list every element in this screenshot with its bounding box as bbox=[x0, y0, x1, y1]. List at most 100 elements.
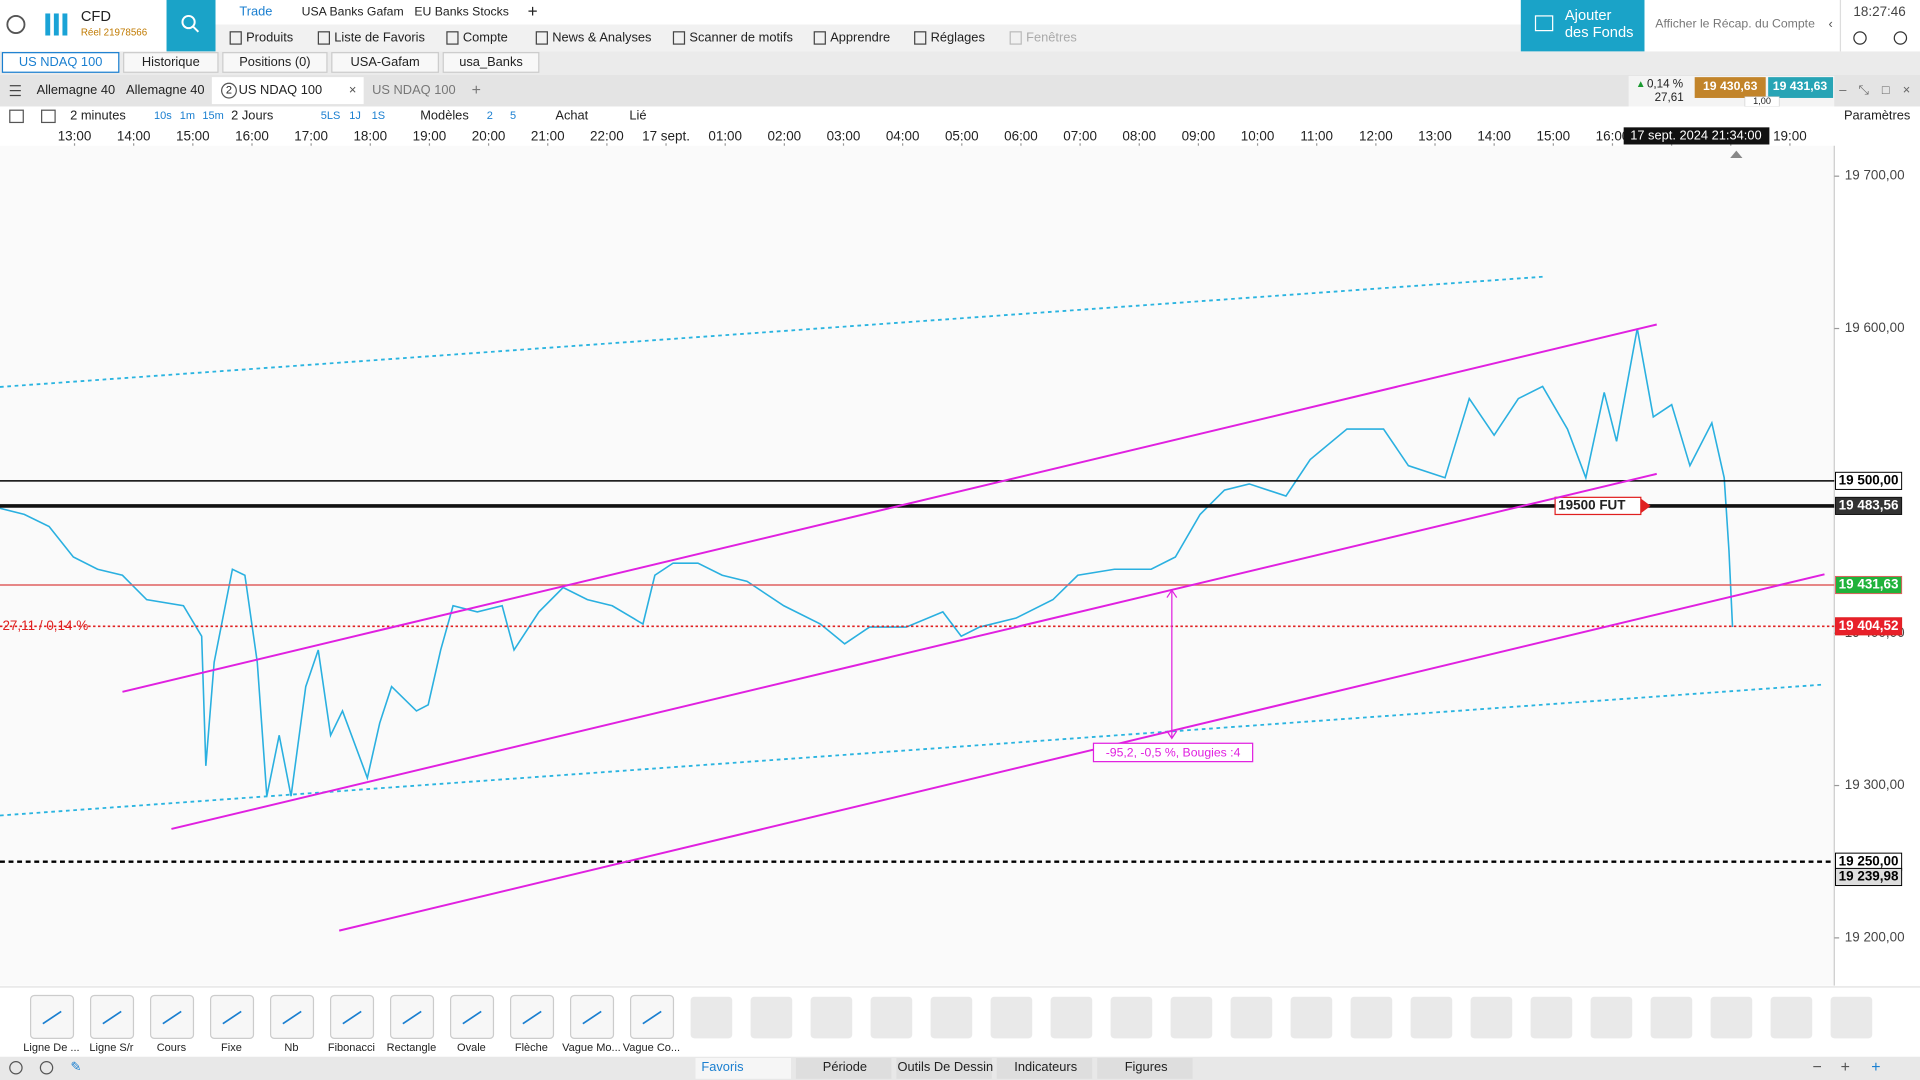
menu-icon[interactable] bbox=[535, 31, 548, 45]
bottom-tab[interactable] bbox=[996, 1057, 1093, 1079]
cancel-icon[interactable] bbox=[39, 1061, 54, 1075]
bottom-tab-label[interactable]: Figures bbox=[1125, 1059, 1168, 1074]
toolbar-button[interactable]: 2 bbox=[487, 110, 493, 122]
workspace-tab[interactable] bbox=[1, 52, 120, 73]
bottom-tab-label[interactable]: Période bbox=[823, 1059, 867, 1074]
tool-label[interactable]: Ligne S/r bbox=[89, 1042, 133, 1054]
menu-icon[interactable] bbox=[446, 31, 459, 45]
trend-line[interactable] bbox=[0, 275, 1543, 388]
tool-label[interactable]: Fibonacci bbox=[328, 1042, 375, 1054]
workspace-tab[interactable] bbox=[123, 52, 219, 73]
workspace-tab-label[interactable]: Positions (0) bbox=[239, 54, 310, 69]
menu-item[interactable]: Liste de Favoris bbox=[334, 29, 425, 44]
buy[interactable]: Achat bbox=[555, 108, 588, 123]
menu-icon[interactable] bbox=[813, 31, 826, 45]
menu-item[interactable]: Fenêtres bbox=[1026, 29, 1077, 44]
add-tab[interactable]: + bbox=[528, 1, 538, 21]
bottom-tab-label[interactable]: Favoris bbox=[701, 1059, 743, 1074]
menu-icon[interactable] bbox=[672, 31, 686, 45]
account-summary[interactable]: Afficher le Récap. du Compte bbox=[1655, 17, 1815, 31]
tool-label[interactable]: Ligne De ... bbox=[23, 1042, 79, 1054]
crosshair[interactable]: + bbox=[1871, 1059, 1880, 1076]
tool-label[interactable]: Vague Co... bbox=[623, 1042, 680, 1054]
menu-icon[interactable] bbox=[317, 31, 330, 45]
trend-line[interactable] bbox=[0, 683, 1825, 817]
add-funds-button[interactable] bbox=[1520, 0, 1645, 52]
power-icon[interactable] bbox=[1893, 31, 1908, 45]
bottom-tab-label[interactable]: Indicateurs bbox=[1014, 1059, 1077, 1074]
bottom-tab-label[interactable]: Outils De Dessin bbox=[897, 1059, 993, 1074]
toolbar-icon[interactable] bbox=[41, 109, 56, 124]
close-tab[interactable]: × bbox=[349, 82, 357, 97]
search-button[interactable] bbox=[166, 0, 216, 52]
window-control[interactable]: □ bbox=[1882, 82, 1890, 97]
user-icon[interactable] bbox=[6, 15, 26, 34]
bottom-tab[interactable] bbox=[1097, 1057, 1193, 1079]
chart-tab[interactable]: US NDAQ 100 bbox=[372, 82, 456, 97]
linked[interactable]: Lié bbox=[629, 108, 646, 123]
tool-label[interactable]: Rectangle bbox=[387, 1042, 437, 1054]
channel-line[interactable] bbox=[338, 573, 1825, 932]
tool-label[interactable]: Cours bbox=[157, 1042, 187, 1054]
active-chart-tab[interactable] bbox=[211, 77, 364, 105]
window-control[interactable]: × bbox=[1903, 82, 1911, 97]
workspace-tab-label[interactable]: USA-Gafam bbox=[350, 54, 419, 69]
ask-price[interactable]: 19 431,63 bbox=[1773, 79, 1828, 93]
header-tab[interactable]: Trade bbox=[239, 4, 272, 19]
workspace-tab-label[interactable]: US NDAQ 100 bbox=[19, 54, 103, 69]
chart-tab[interactable]: US NDAQ 100 bbox=[239, 82, 323, 97]
collapse[interactable]: ‹ bbox=[1828, 16, 1832, 31]
menu-icon[interactable] bbox=[1009, 31, 1022, 45]
tool-label[interactable]: Flèche bbox=[515, 1042, 548, 1054]
settings[interactable]: Paramètres bbox=[1844, 108, 1910, 123]
toolbar-button[interactable]: 1J bbox=[349, 110, 361, 122]
bid-price[interactable]: 19 430,63 bbox=[1703, 79, 1758, 93]
tool-label[interactable]: Nb bbox=[284, 1042, 298, 1054]
chart-tab[interactable]: Allemagne 40 bbox=[37, 82, 116, 97]
chart-area[interactable] bbox=[0, 145, 1835, 986]
toolbar-button[interactable]: 10s bbox=[154, 110, 172, 122]
window-control[interactable]: – bbox=[1839, 82, 1847, 97]
pen-icon[interactable]: ✎ bbox=[71, 1059, 82, 1074]
header-tab[interactable]: EU Banks Stocks bbox=[414, 4, 509, 18]
zoom-out[interactable]: − bbox=[1812, 1059, 1821, 1076]
tool-label[interactable]: Fixe bbox=[221, 1042, 242, 1054]
menu-item[interactable]: News & Analyses bbox=[552, 29, 651, 44]
menu-item[interactable]: Apprendre bbox=[830, 29, 890, 44]
add-funds-label[interactable]: des Fonds bbox=[1565, 25, 1634, 41]
channel-line[interactable] bbox=[122, 323, 1657, 693]
toolbar-button[interactable]: 1m bbox=[180, 110, 195, 122]
toolbar-icon[interactable] bbox=[9, 109, 24, 124]
add-chart-tab[interactable]: + bbox=[472, 82, 481, 99]
add-funds-label[interactable]: Ajouter bbox=[1565, 8, 1612, 24]
toolbar-button[interactable]: 5LS bbox=[321, 110, 341, 122]
bottom-tab[interactable] bbox=[795, 1057, 892, 1079]
window-control[interactable]: ⤡ bbox=[1859, 82, 1870, 97]
workspace-tab[interactable] bbox=[442, 52, 540, 73]
toolbar-button[interactable]: 15m bbox=[202, 110, 223, 122]
menu-item[interactable]: Réglages bbox=[931, 29, 985, 44]
tool-label[interactable]: Vague Mo... bbox=[562, 1042, 621, 1054]
header-tab[interactable]: USA Banks Gafam bbox=[302, 4, 404, 18]
channel-line[interactable] bbox=[171, 472, 1657, 830]
toolbar-button[interactable]: 5 bbox=[510, 110, 516, 122]
bid-button[interactable] bbox=[1694, 77, 1766, 98]
info-icon[interactable] bbox=[1853, 31, 1867, 45]
menu-item[interactable]: Compte bbox=[463, 29, 508, 44]
workspace-tab-label[interactable]: usa_Banks bbox=[459, 54, 523, 69]
menu-item[interactable]: Produits bbox=[246, 29, 293, 44]
menu-icon[interactable] bbox=[229, 31, 242, 45]
workspace-tab[interactable] bbox=[222, 52, 328, 73]
interval[interactable]: 2 minutes bbox=[70, 108, 126, 123]
zoom-in[interactable]: + bbox=[1841, 1059, 1850, 1076]
menu-icon[interactable] bbox=[914, 31, 927, 45]
toolbar-button[interactable]: 1S bbox=[372, 110, 385, 122]
menu-item[interactable]: Scanner de motifs bbox=[689, 29, 793, 44]
bottom-tab[interactable] bbox=[896, 1057, 992, 1079]
workspace-tab-label[interactable]: Historique bbox=[142, 54, 200, 69]
ask-button[interactable] bbox=[1768, 77, 1834, 98]
models[interactable]: Modèles bbox=[420, 108, 469, 123]
range[interactable]: 2 Jours bbox=[231, 108, 273, 123]
refresh-icon[interactable] bbox=[9, 1061, 23, 1075]
chart-tab[interactable]: Allemagne 40 bbox=[126, 82, 205, 97]
